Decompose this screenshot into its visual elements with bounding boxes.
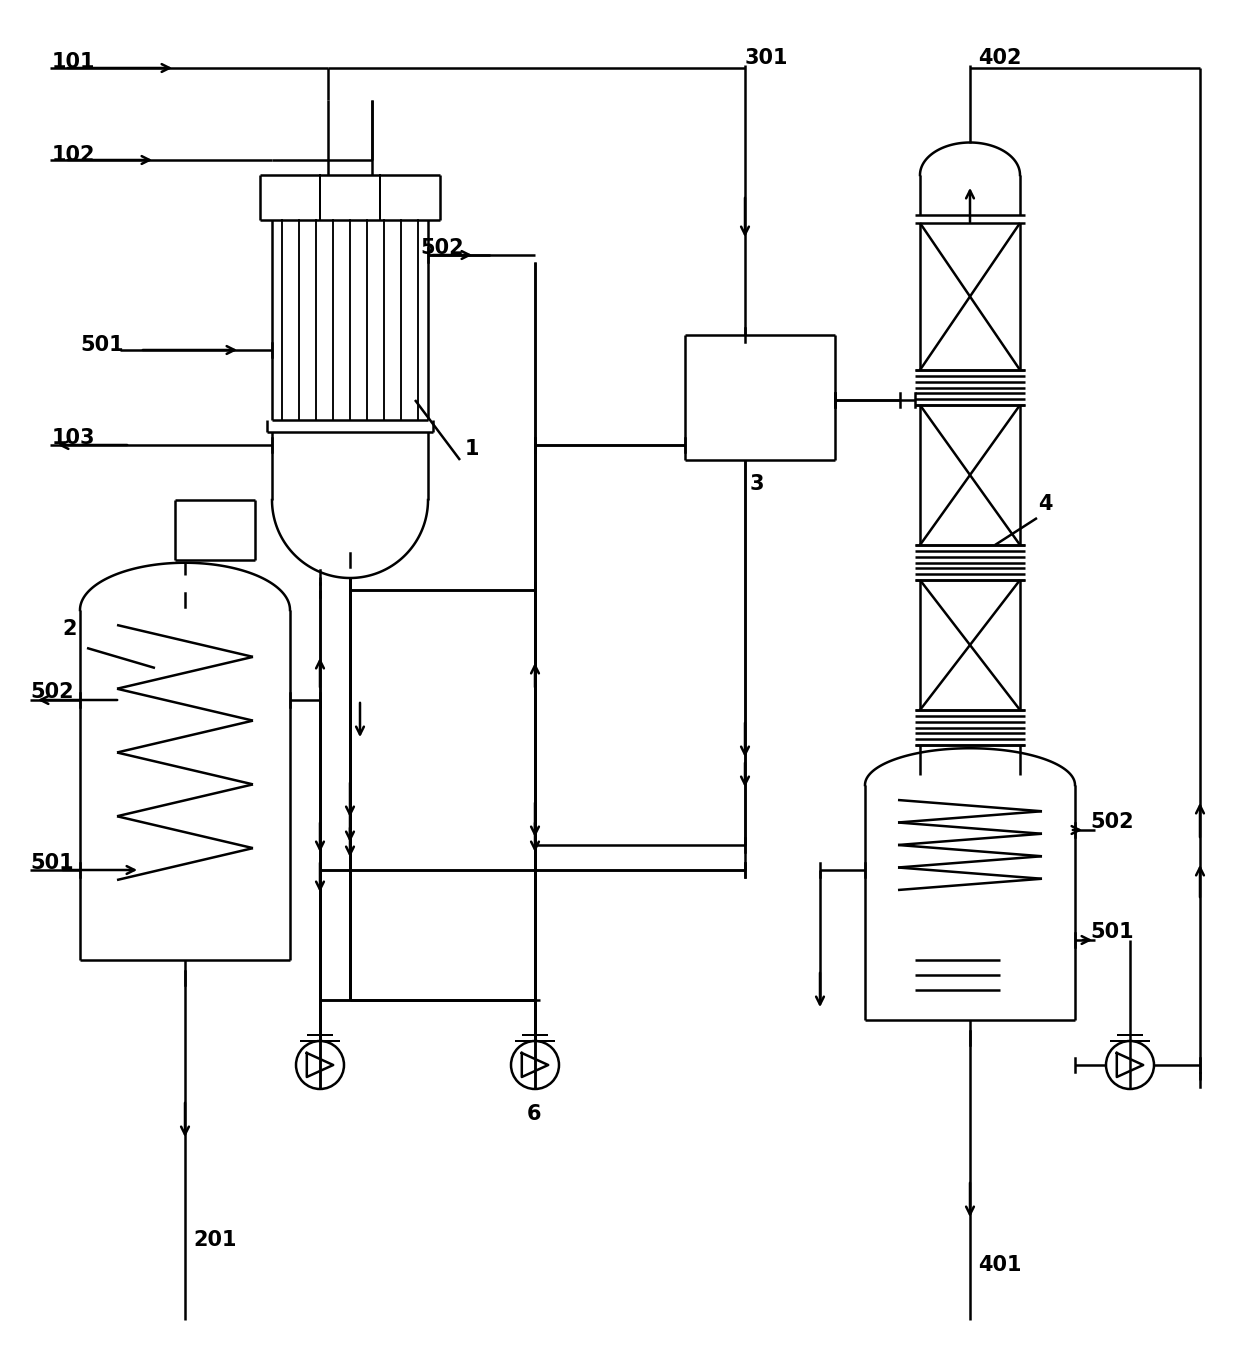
Text: 501: 501 [30, 853, 73, 874]
Text: 301: 301 [745, 48, 789, 69]
Text: 6: 6 [527, 1104, 542, 1124]
Text: 501: 501 [81, 335, 124, 355]
Text: 1: 1 [465, 439, 480, 459]
Text: 2: 2 [62, 619, 77, 639]
Text: 502: 502 [1090, 812, 1133, 832]
Text: 201: 201 [193, 1230, 237, 1250]
Text: 101: 101 [52, 52, 95, 71]
Text: 502: 502 [420, 238, 464, 258]
Text: 4: 4 [1038, 494, 1053, 514]
Text: 501: 501 [1090, 922, 1133, 942]
Text: 103: 103 [52, 428, 95, 448]
Text: 402: 402 [978, 48, 1022, 69]
Text: 102: 102 [52, 145, 95, 166]
Text: 3: 3 [750, 474, 765, 494]
Text: 502: 502 [30, 682, 73, 703]
Text: 401: 401 [978, 1254, 1022, 1275]
